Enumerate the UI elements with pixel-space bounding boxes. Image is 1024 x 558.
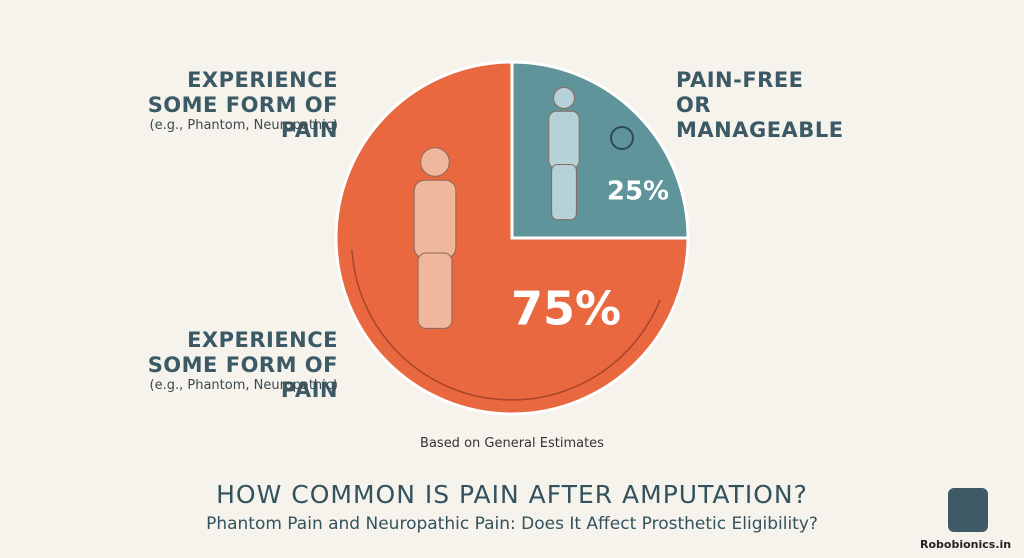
- pie-slice: [510, 60, 690, 240]
- chart-subtitle: Phantom Pain and Neuropathic Pain: Does …: [206, 514, 818, 534]
- legend-sublabel: (e.g., Phantom, Neuropathic): [149, 378, 338, 393]
- annotation-label: EXPERIENCE SOME FORM OF PAIN: [147, 68, 338, 142]
- note: Based on General Estimates: [420, 436, 604, 451]
- figure-icon: [413, 179, 457, 259]
- figure-icon: [417, 252, 453, 329]
- value-label: 75%: [511, 282, 621, 336]
- brand: Robobionics.in: [920, 538, 1012, 551]
- value-label: 25%: [607, 177, 669, 207]
- arc-line: [351, 249, 661, 401]
- figure-icon: [553, 87, 575, 109]
- legend-label: EXPERIENCE SOME FORM OF PAIN: [147, 328, 338, 402]
- check-icon: [610, 126, 634, 150]
- figure-icon: [420, 147, 450, 177]
- annotation-sublabel: (e.g., Phantom, Neuropathic): [149, 118, 338, 133]
- legend-label: PAIN-FREE OR MANAGEABLE: [676, 68, 844, 142]
- figure-icon: [551, 164, 577, 221]
- logo: [948, 488, 988, 532]
- figure-icon: [548, 110, 580, 169]
- chart-title: HOW COMMON IS PAIN AFTER AMPUTATION?: [216, 480, 808, 509]
